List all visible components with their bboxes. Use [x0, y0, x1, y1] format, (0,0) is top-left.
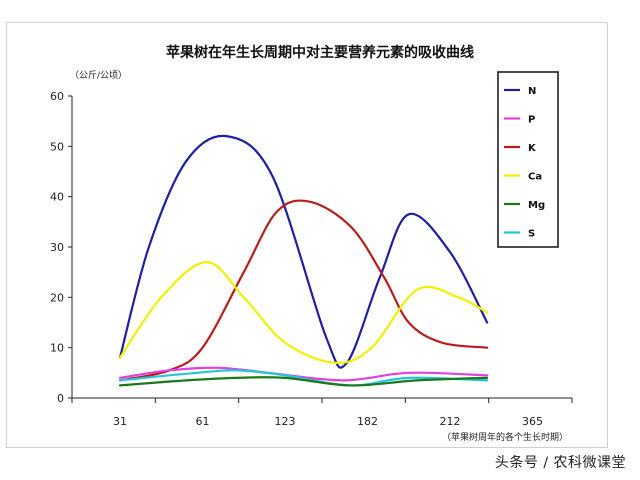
legend-label-ca: Ca — [528, 172, 542, 183]
y-tick-label: 10 — [50, 342, 64, 355]
watermark-text: 头条号 / 农科微课堂 — [494, 455, 626, 471]
x-tick-label: 123 — [275, 415, 296, 428]
series-line-ca — [118, 261, 489, 364]
y-tick-label: 60 — [50, 90, 64, 103]
series-line-mg — [118, 376, 489, 387]
y-tick-label: 50 — [50, 140, 64, 153]
series-line-k — [118, 199, 489, 382]
x-tick-label: 365 — [522, 415, 543, 428]
y-tick-label: 30 — [50, 241, 64, 254]
x-tick-label: 61 — [196, 415, 210, 428]
legend-label-p: P — [528, 115, 535, 126]
legend-box — [497, 71, 559, 248]
series-line-s — [118, 369, 489, 387]
legend-label-s: S — [528, 229, 535, 240]
x-tick-label: 182 — [357, 415, 378, 428]
legend-label-k: K — [528, 143, 537, 154]
y-tick-label: 40 — [50, 191, 64, 204]
y-tick-label: 20 — [50, 291, 64, 304]
x-axis-label: （苹果树周年的各个生长时期） — [442, 431, 568, 443]
series-line-n — [118, 134, 489, 369]
chart-title: 苹果树在年生长周期中对主要营养元素的吸收曲线 — [166, 44, 474, 61]
x-tick-label: 212 — [440, 415, 461, 428]
y-axis-label: （公斤/公顷） — [70, 70, 127, 81]
legend-label-mg: Mg — [528, 200, 545, 211]
legend-label-n: N — [528, 86, 536, 97]
x-tick-label: 31 — [113, 415, 127, 428]
y-tick-label: 0 — [57, 392, 64, 405]
